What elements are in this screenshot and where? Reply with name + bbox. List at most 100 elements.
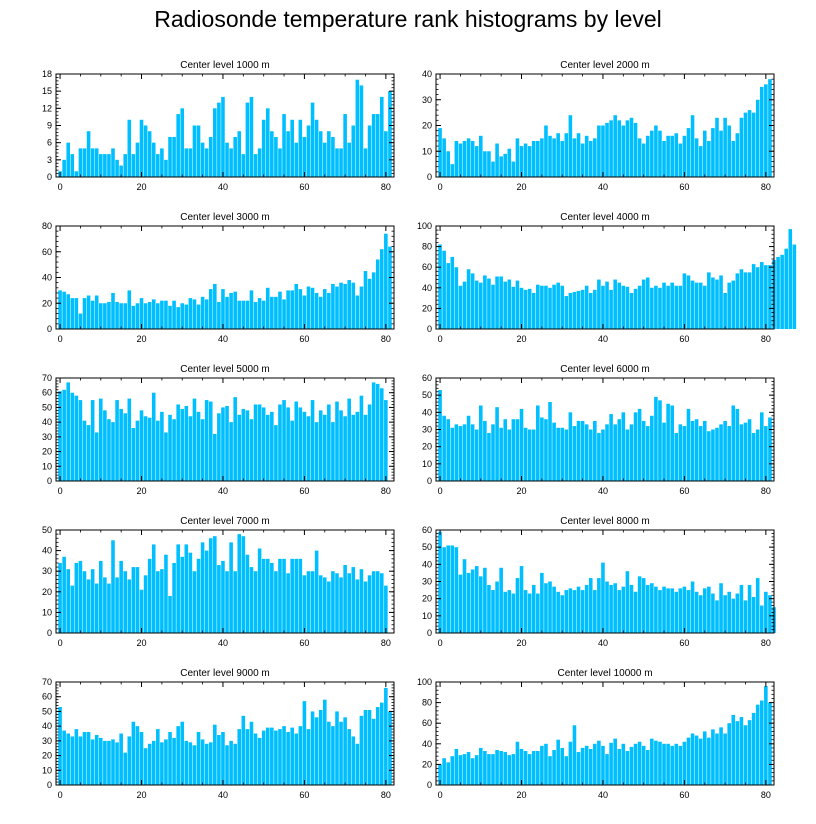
histogram-bar [690,280,695,329]
histogram-bar [674,591,679,633]
histogram-bar [540,745,544,785]
histogram-bar [82,420,87,481]
histogram-bar [176,114,180,177]
histogram-bar [454,140,459,177]
y-tick-label: 30 [422,425,432,435]
histogram-bar [613,424,617,481]
y-tick-label: 10 [42,461,52,471]
histogram-bar [751,712,756,785]
histogram-bar [213,536,217,633]
histogram-bar [666,403,670,481]
y-tick-label: 10 [42,765,52,775]
histogram-bar [690,115,695,177]
y-tick-label: 80 [422,242,432,252]
histogram-bar [74,729,79,785]
histogram-bar [739,424,744,481]
histogram-bar [82,148,87,177]
histogram-bar [519,566,524,633]
histogram-bar [483,567,487,633]
histogram-bar [621,125,626,177]
histogram-bar [351,125,356,177]
histogram-bar [156,729,160,785]
histogram-bar [523,590,528,633]
panel-title: Center level 6000 m [560,364,650,375]
histogram-bar [764,426,768,481]
histogram-bar [176,404,180,481]
histogram-bar [90,400,95,481]
histogram-bar [788,229,793,329]
histogram-bar [682,273,687,329]
histogram-bar [637,138,642,178]
histogram-bar [217,734,221,785]
histogram-bar [168,595,172,633]
panel-3: Center level 3000 m 0 20 40 60 80 0 20 40 60 80 [42,212,395,344]
histogram-bar [552,586,556,633]
histogram-bar [131,567,136,633]
histogram-bar [347,573,351,633]
histogram-bar [438,244,442,329]
histogram-bar [711,593,715,633]
histogram-bar [208,538,213,633]
histogram-bar [662,422,666,481]
histogram-bar [739,269,744,329]
x-tick-label: 60 [299,334,309,344]
plot-frame [55,377,395,482]
histogram-bar [298,407,303,481]
histogram-bar [531,584,536,633]
x-tick-label: 60 [679,182,689,192]
histogram-bar [650,415,654,481]
histogram-bar [249,96,254,177]
y-tick-label: 15 [42,86,52,96]
histogram-bar [331,136,335,177]
histogram-bar [355,579,360,633]
histogram-bar [107,583,111,633]
histogram-bar [743,725,748,785]
histogram-bar [131,154,136,177]
histogram-bar [294,283,299,329]
histogram-bar [310,102,315,177]
histogram-bar [507,148,512,177]
histogram-bar [103,154,107,177]
y-tick-label: 0 [47,324,52,334]
histogram-bar [82,732,87,785]
x-tick-label: 0 [58,486,63,496]
histogram-bar [751,264,756,329]
histogram-bar [245,410,250,481]
histogram-bar [229,292,233,329]
histogram-bar [290,727,294,785]
x-tick-label: 80 [381,182,391,192]
y-tick-label: 50 [42,525,52,535]
histogram-bar [511,286,516,329]
histogram-bar [70,392,75,481]
plot-frame [55,529,395,634]
x-tick-label: 20 [137,790,147,800]
histogram-bar [629,584,634,633]
histogram-bar [584,135,589,177]
histogram-bar [184,544,189,633]
histogram-bar [375,571,380,633]
histogram-bar [111,540,115,633]
plot-frame [435,225,775,330]
histogram-bar [192,398,197,481]
histogram-bar [454,748,459,785]
page-title: Radiosonde temperature rank histograms b… [154,6,662,32]
histogram-bar [298,558,303,633]
histogram-bar [715,117,719,177]
x-tick-label: 80 [761,334,771,344]
histogram-bar [367,404,372,481]
histogram-bar [568,412,573,481]
histogram-bar [568,588,573,633]
histogram-bar [650,130,654,177]
histogram-bar [294,733,299,785]
histogram-bar [135,726,140,785]
histogram-bar [491,161,495,177]
histogram-bar [107,740,111,785]
histogram-bar [314,292,319,329]
histogram-bar [78,400,83,481]
histogram-bar [609,742,613,785]
histogram-bar [536,284,540,329]
x-tick-label: 0 [58,334,63,344]
histogram-bar [282,400,286,481]
y-tick-label: 3 [47,155,52,165]
y-tick-label: 40 [42,546,52,556]
